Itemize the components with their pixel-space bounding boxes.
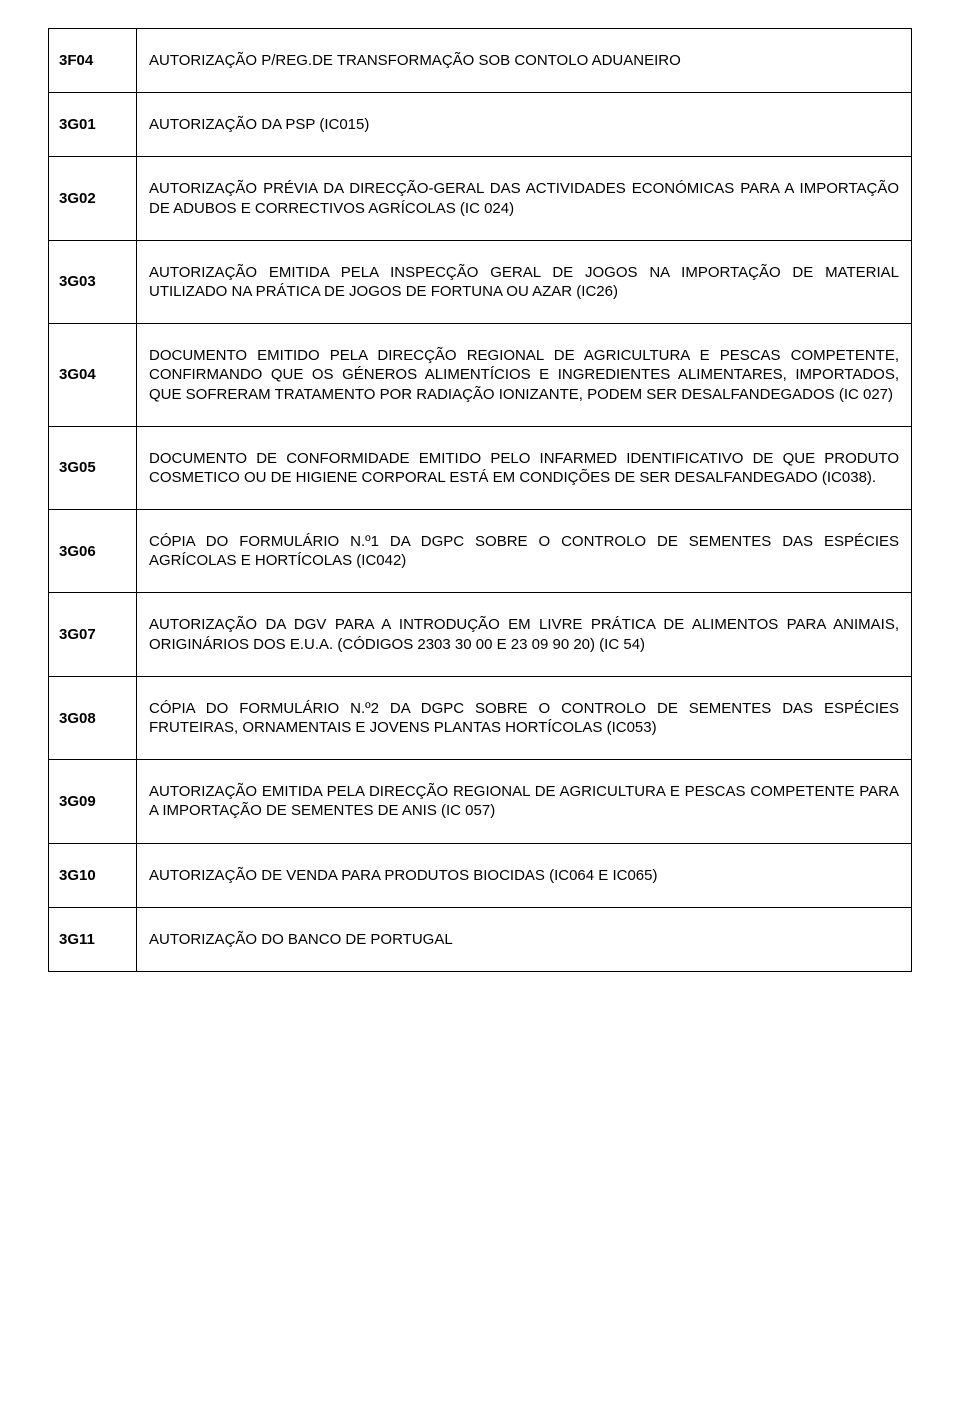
table-row: 3G04DOCUMENTO EMITIDO PELA DIRECÇÃO REGI…: [49, 324, 912, 427]
table-row: 3G10AUTORIZAÇÃO DE VENDA PARA PRODUTOS B…: [49, 843, 912, 907]
codes-table: 3F04AUTORIZAÇÃO P/REG.DE TRANSFORMAÇÃO S…: [48, 28, 912, 972]
desc-cell: CÓPIA DO FORMULÁRIO N.º1 DA DGPC SOBRE O…: [137, 510, 912, 593]
desc-cell: AUTORIZAÇÃO DA DGV PARA A INTRODUÇÃO EM …: [137, 593, 912, 676]
desc-cell: AUTORIZAÇÃO PRÉVIA DA DIRECÇÃO-GERAL DAS…: [137, 157, 912, 240]
desc-cell: AUTORIZAÇÃO EMITIDA PELA INSPECÇÃO GERAL…: [137, 240, 912, 323]
code-cell: 3G07: [49, 593, 137, 676]
code-cell: 3G01: [49, 93, 137, 157]
table-body: 3F04AUTORIZAÇÃO P/REG.DE TRANSFORMAÇÃO S…: [49, 29, 912, 972]
code-cell: 3G02: [49, 157, 137, 240]
code-cell: 3G05: [49, 426, 137, 509]
code-cell: 3G10: [49, 843, 137, 907]
code-cell: 3G11: [49, 907, 137, 971]
code-cell: 3F04: [49, 29, 137, 93]
table-row: 3G02AUTORIZAÇÃO PRÉVIA DA DIRECÇÃO-GERAL…: [49, 157, 912, 240]
code-cell: 3G06: [49, 510, 137, 593]
code-cell: 3G09: [49, 760, 137, 843]
table-row: 3F04AUTORIZAÇÃO P/REG.DE TRANSFORMAÇÃO S…: [49, 29, 912, 93]
table-row: 3G03AUTORIZAÇÃO EMITIDA PELA INSPECÇÃO G…: [49, 240, 912, 323]
code-cell: 3G04: [49, 324, 137, 427]
table-row: 3G07AUTORIZAÇÃO DA DGV PARA A INTRODUÇÃO…: [49, 593, 912, 676]
code-cell: 3G08: [49, 676, 137, 759]
table-row: 3G01AUTORIZAÇÃO DA PSP (IC015): [49, 93, 912, 157]
page: 3F04AUTORIZAÇÃO P/REG.DE TRANSFORMAÇÃO S…: [0, 0, 960, 1410]
desc-cell: AUTORIZAÇÃO DE VENDA PARA PRODUTOS BIOCI…: [137, 843, 912, 907]
desc-cell: DOCUMENTO DE CONFORMIDADE EMITIDO PELO I…: [137, 426, 912, 509]
table-row: 3G08CÓPIA DO FORMULÁRIO N.º2 DA DGPC SOB…: [49, 676, 912, 759]
desc-cell: CÓPIA DO FORMULÁRIO N.º2 DA DGPC SOBRE O…: [137, 676, 912, 759]
table-row: 3G09AUTORIZAÇÃO EMITIDA PELA DIRECÇÃO RE…: [49, 760, 912, 843]
desc-cell: AUTORIZAÇÃO EMITIDA PELA DIRECÇÃO REGION…: [137, 760, 912, 843]
table-row: 3G11AUTORIZAÇÃO DO BANCO DE PORTUGAL: [49, 907, 912, 971]
desc-cell: DOCUMENTO EMITIDO PELA DIRECÇÃO REGIONAL…: [137, 324, 912, 427]
table-row: 3G05DOCUMENTO DE CONFORMIDADE EMITIDO PE…: [49, 426, 912, 509]
desc-cell: AUTORIZAÇÃO DA PSP (IC015): [137, 93, 912, 157]
desc-cell: AUTORIZAÇÃO P/REG.DE TRANSFORMAÇÃO SOB C…: [137, 29, 912, 93]
table-row: 3G06CÓPIA DO FORMULÁRIO N.º1 DA DGPC SOB…: [49, 510, 912, 593]
desc-cell: AUTORIZAÇÃO DO BANCO DE PORTUGAL: [137, 907, 912, 971]
code-cell: 3G03: [49, 240, 137, 323]
